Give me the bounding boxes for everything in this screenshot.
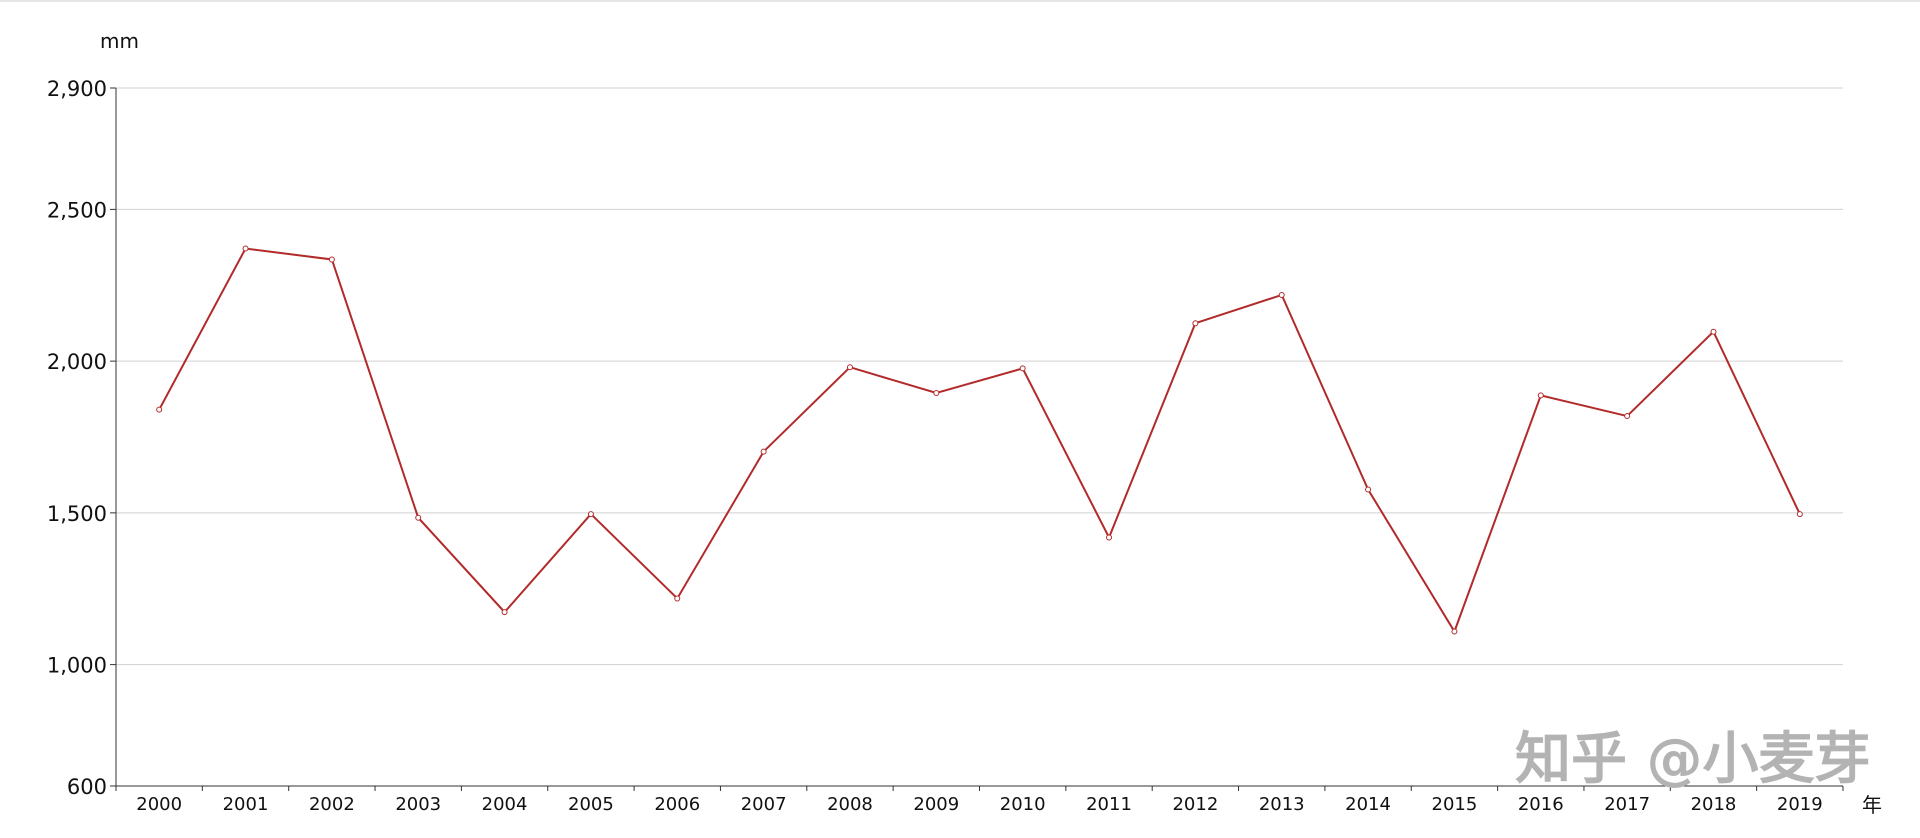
data-point	[1278, 291, 1285, 298]
y-tick-label: 1,500	[47, 502, 107, 526]
x-tick-label: 2016	[1518, 794, 1564, 815]
x-tick-label: 2019	[1777, 794, 1823, 815]
top-border	[0, 0, 1920, 2]
x-tick-label: 2017	[1604, 794, 1650, 815]
x-tick-label: 2013	[1259, 794, 1305, 815]
data-point	[1106, 534, 1113, 541]
y-tick-label: 2,000	[47, 350, 107, 374]
data-point	[328, 256, 335, 263]
data-point	[1796, 511, 1803, 518]
data-point	[1451, 628, 1458, 635]
x-tick-label: 2009	[913, 794, 959, 815]
data-point	[1019, 365, 1026, 372]
data-point	[933, 389, 940, 396]
data-point	[674, 595, 681, 602]
data-point	[1537, 392, 1544, 399]
data-point	[242, 245, 249, 252]
data-point	[760, 448, 767, 455]
x-tick-label: 2001	[223, 794, 269, 815]
x-tick-label: 2005	[568, 794, 614, 815]
x-tick-label: 2011	[1086, 794, 1132, 815]
data-point	[415, 514, 422, 521]
series-line	[158, 247, 1801, 634]
y-tick-label: 2,500	[47, 198, 107, 222]
data-point	[1365, 486, 1372, 493]
x-tick-label: 2006	[654, 794, 700, 815]
x-tick-label: 2008	[827, 794, 873, 815]
data-point	[1624, 413, 1631, 420]
x-tick-label: 2004	[482, 794, 528, 815]
data-point	[156, 406, 163, 413]
y-tick-label: 600	[67, 775, 107, 799]
data-point	[501, 609, 508, 616]
y-tick-label: 1,000	[47, 654, 107, 678]
x-tick-label: 2014	[1345, 794, 1391, 815]
x-tick-label: 2012	[1172, 794, 1218, 815]
data-point	[1192, 320, 1199, 327]
watermark: 知乎 @小麦芽	[1515, 727, 1871, 792]
x-tick-label: 2002	[309, 794, 355, 815]
data-point	[1710, 328, 1717, 335]
x-axis-unit: 年	[1862, 793, 1882, 817]
x-tick-label: 2018	[1691, 794, 1737, 815]
y-axis-unit: mm	[100, 29, 139, 53]
x-tick-label: 2015	[1432, 794, 1478, 815]
data-point	[587, 511, 594, 518]
x-tick-label: 2000	[136, 794, 182, 815]
y-tick-label: 2,900	[47, 77, 107, 101]
x-tick-label: 2010	[1000, 794, 1046, 815]
data-point	[846, 364, 853, 371]
x-tick-label: 2003	[395, 794, 441, 815]
x-tick-label: 2007	[741, 794, 787, 815]
